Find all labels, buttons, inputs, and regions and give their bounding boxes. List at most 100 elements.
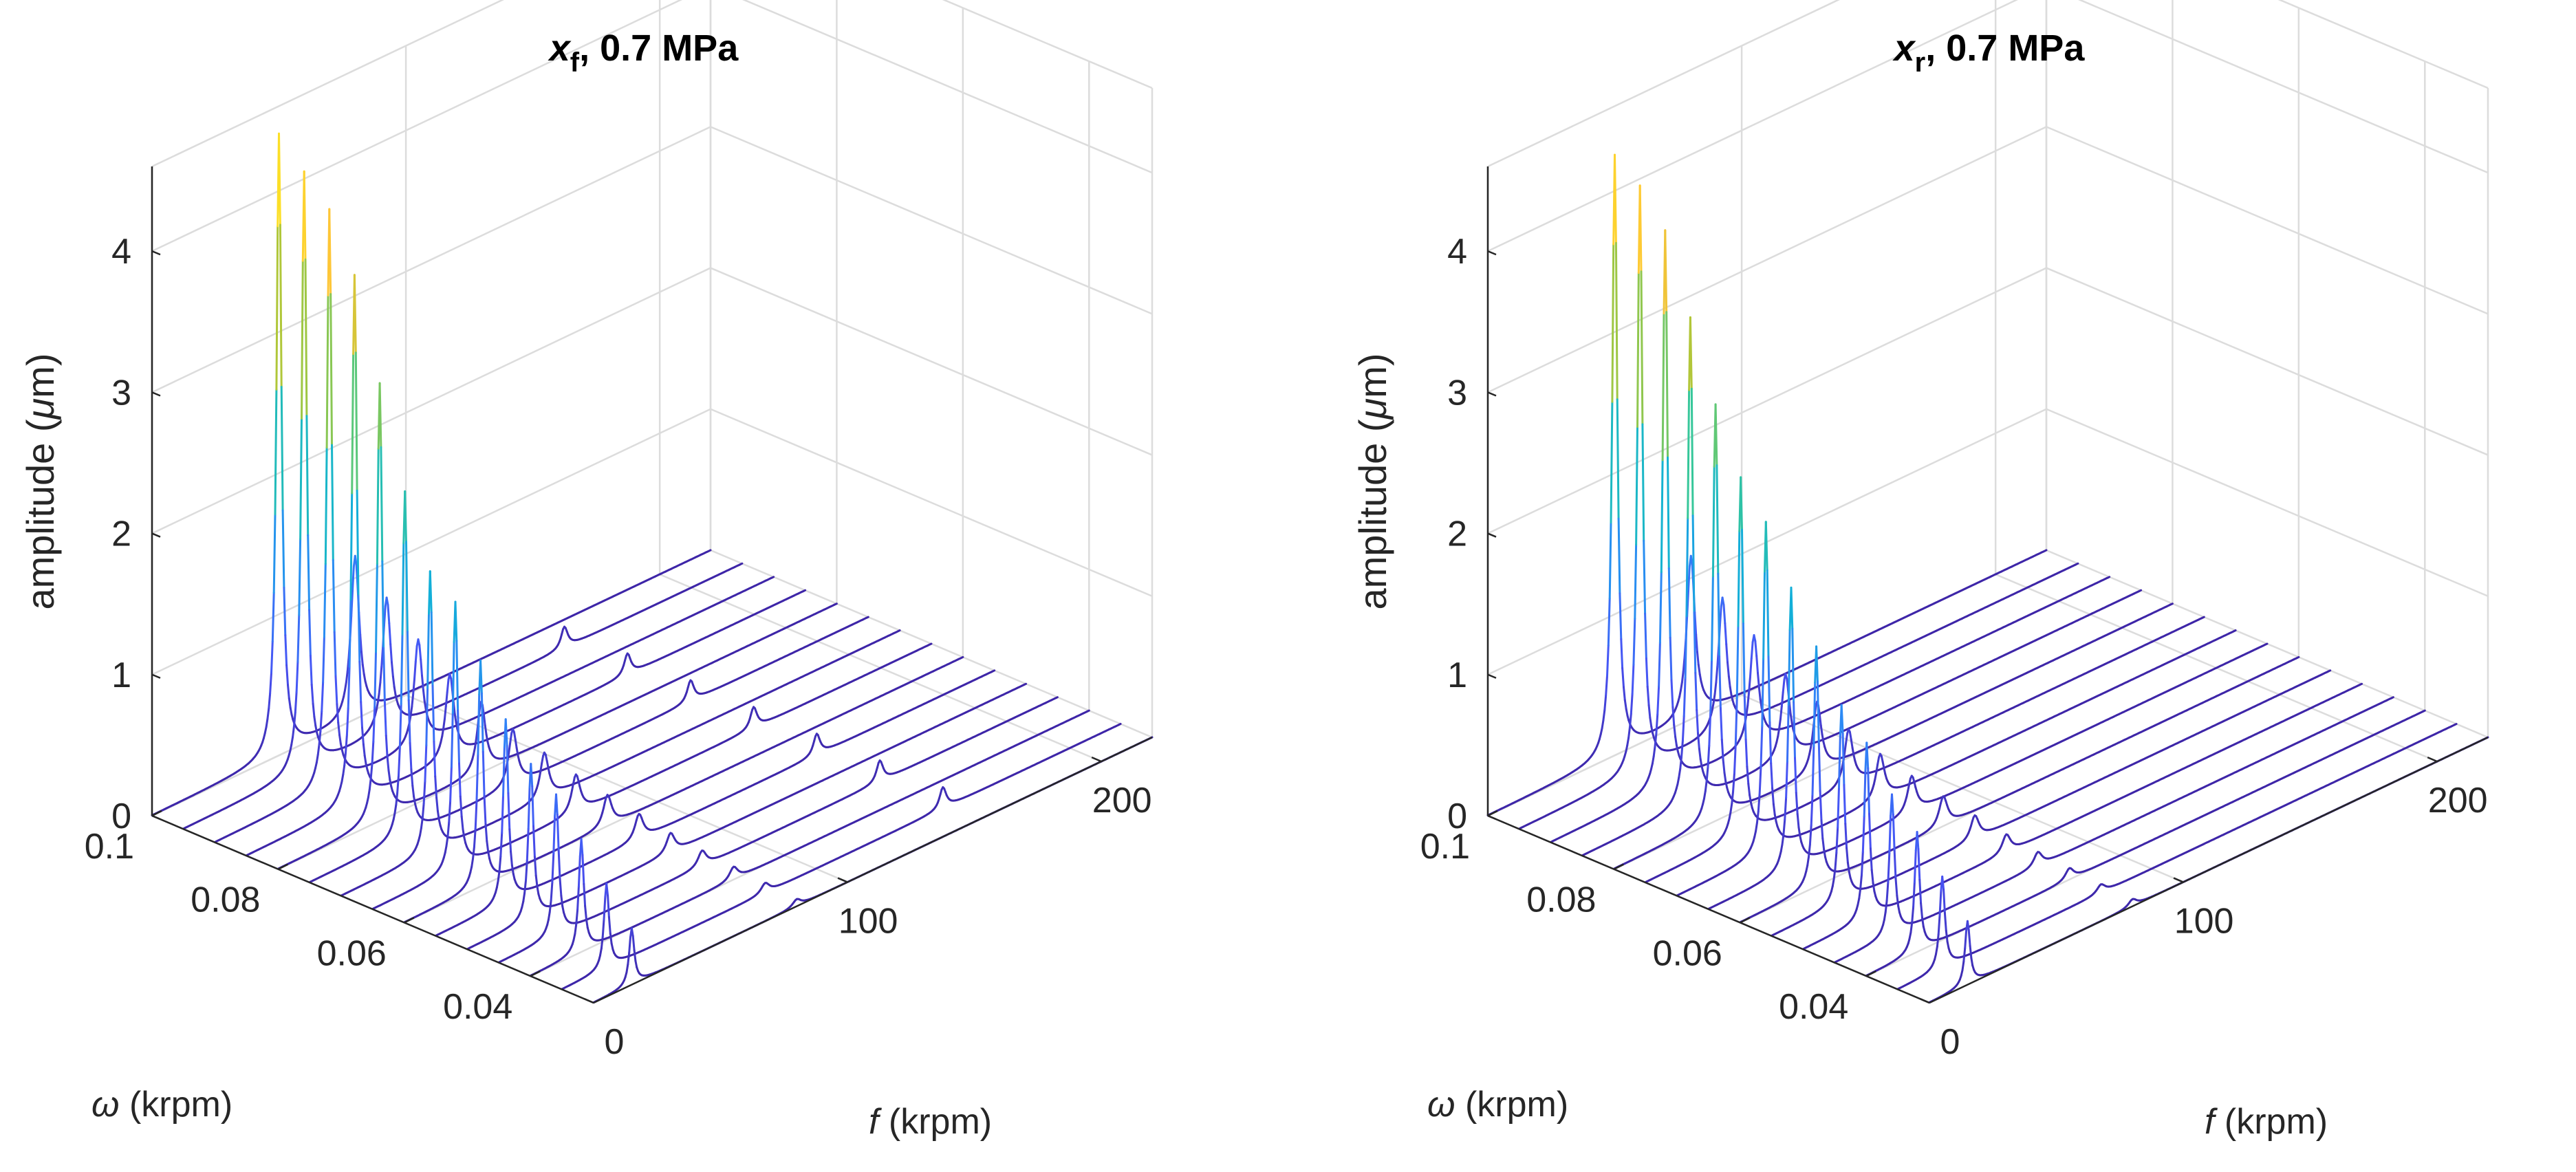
line-segment xyxy=(344,681,347,691)
line-segment xyxy=(555,793,559,816)
line-segment xyxy=(960,655,964,659)
line-segment xyxy=(312,702,316,718)
line-segment xyxy=(295,661,299,693)
line-segment xyxy=(526,827,530,862)
line-segment xyxy=(483,795,487,825)
line-segment xyxy=(560,894,564,907)
line-segment xyxy=(405,541,409,633)
line-segment xyxy=(325,294,329,449)
line-segment xyxy=(401,542,405,636)
line-segment xyxy=(367,788,371,799)
line-segment xyxy=(484,823,488,843)
line-segment xyxy=(406,631,410,702)
spectrum-line xyxy=(214,208,775,843)
line-segment xyxy=(771,576,775,579)
line-segment xyxy=(360,651,364,666)
line-segment xyxy=(422,688,426,702)
line-segment xyxy=(323,563,327,638)
line-segment xyxy=(421,803,425,820)
line-segment xyxy=(404,490,407,543)
line-segment xyxy=(338,734,342,745)
line-segment xyxy=(414,645,418,663)
line-segment xyxy=(307,534,311,611)
line-segment xyxy=(334,675,338,706)
gridline xyxy=(710,126,1153,315)
line-segment xyxy=(557,849,561,880)
line-segment xyxy=(497,870,501,882)
line-segment xyxy=(527,786,531,830)
line-segment xyxy=(459,795,463,818)
line-segment xyxy=(359,633,362,653)
line-segment xyxy=(375,702,379,710)
line-segment xyxy=(426,612,430,690)
line-segment xyxy=(541,755,545,764)
line-segment xyxy=(448,800,452,824)
line-segment xyxy=(449,766,453,803)
line-segment xyxy=(337,721,341,737)
line-segment xyxy=(436,810,440,821)
line-segment xyxy=(374,651,377,708)
line-segment xyxy=(389,643,393,664)
line-segment xyxy=(376,447,380,565)
line-segment xyxy=(470,858,474,868)
line-segment xyxy=(328,208,332,296)
line-segment xyxy=(550,881,554,902)
line-segment xyxy=(343,752,347,767)
line-segment xyxy=(398,747,401,777)
line-segment xyxy=(281,509,285,589)
line-segment xyxy=(382,605,387,627)
line-segment xyxy=(418,644,422,661)
line-segment xyxy=(382,647,386,704)
line-segment xyxy=(388,622,392,646)
line-segment xyxy=(533,856,537,877)
line-segment xyxy=(396,774,400,794)
line-segment xyxy=(324,446,328,565)
spectrum-line xyxy=(435,669,996,937)
line-segment xyxy=(288,697,292,709)
line-segment xyxy=(442,717,446,730)
line-segment xyxy=(395,792,399,806)
line-segment xyxy=(834,603,838,605)
line-segment xyxy=(290,736,294,746)
line-segment xyxy=(545,759,550,769)
line-segment xyxy=(272,513,277,594)
line-segment xyxy=(351,565,355,591)
line-segment xyxy=(510,850,513,867)
line-segment xyxy=(333,631,337,677)
line-segment xyxy=(361,664,365,675)
line-segment xyxy=(400,633,404,706)
line-segment xyxy=(305,415,310,536)
line-segment xyxy=(284,634,288,666)
line-segment xyxy=(287,684,290,699)
line-segment xyxy=(525,859,528,882)
line-segment xyxy=(434,775,438,799)
line-segment xyxy=(556,814,560,852)
line-segment xyxy=(409,706,413,717)
line-segment xyxy=(266,707,270,720)
line-segment xyxy=(410,768,414,787)
line-segment xyxy=(318,730,322,746)
line-segment xyxy=(475,753,479,801)
line-segment xyxy=(559,878,563,897)
line-segment xyxy=(375,563,378,653)
line-segment xyxy=(523,879,527,894)
line-segment xyxy=(353,274,357,354)
spectrum-line xyxy=(151,132,712,816)
line-segment xyxy=(393,686,397,696)
line-segment xyxy=(534,874,539,889)
line-segment xyxy=(348,598,352,668)
line-segment xyxy=(708,549,712,552)
spectrum-line xyxy=(371,600,933,910)
line-segment xyxy=(315,754,319,763)
line-segment xyxy=(380,446,384,563)
line-segment xyxy=(339,743,343,752)
line-segment xyxy=(548,899,552,913)
line-segment xyxy=(446,821,451,838)
line-segment xyxy=(481,750,486,798)
line-segment xyxy=(349,492,354,601)
line-segment xyxy=(263,726,268,735)
line-segment xyxy=(265,717,269,728)
line-segment xyxy=(435,796,439,812)
